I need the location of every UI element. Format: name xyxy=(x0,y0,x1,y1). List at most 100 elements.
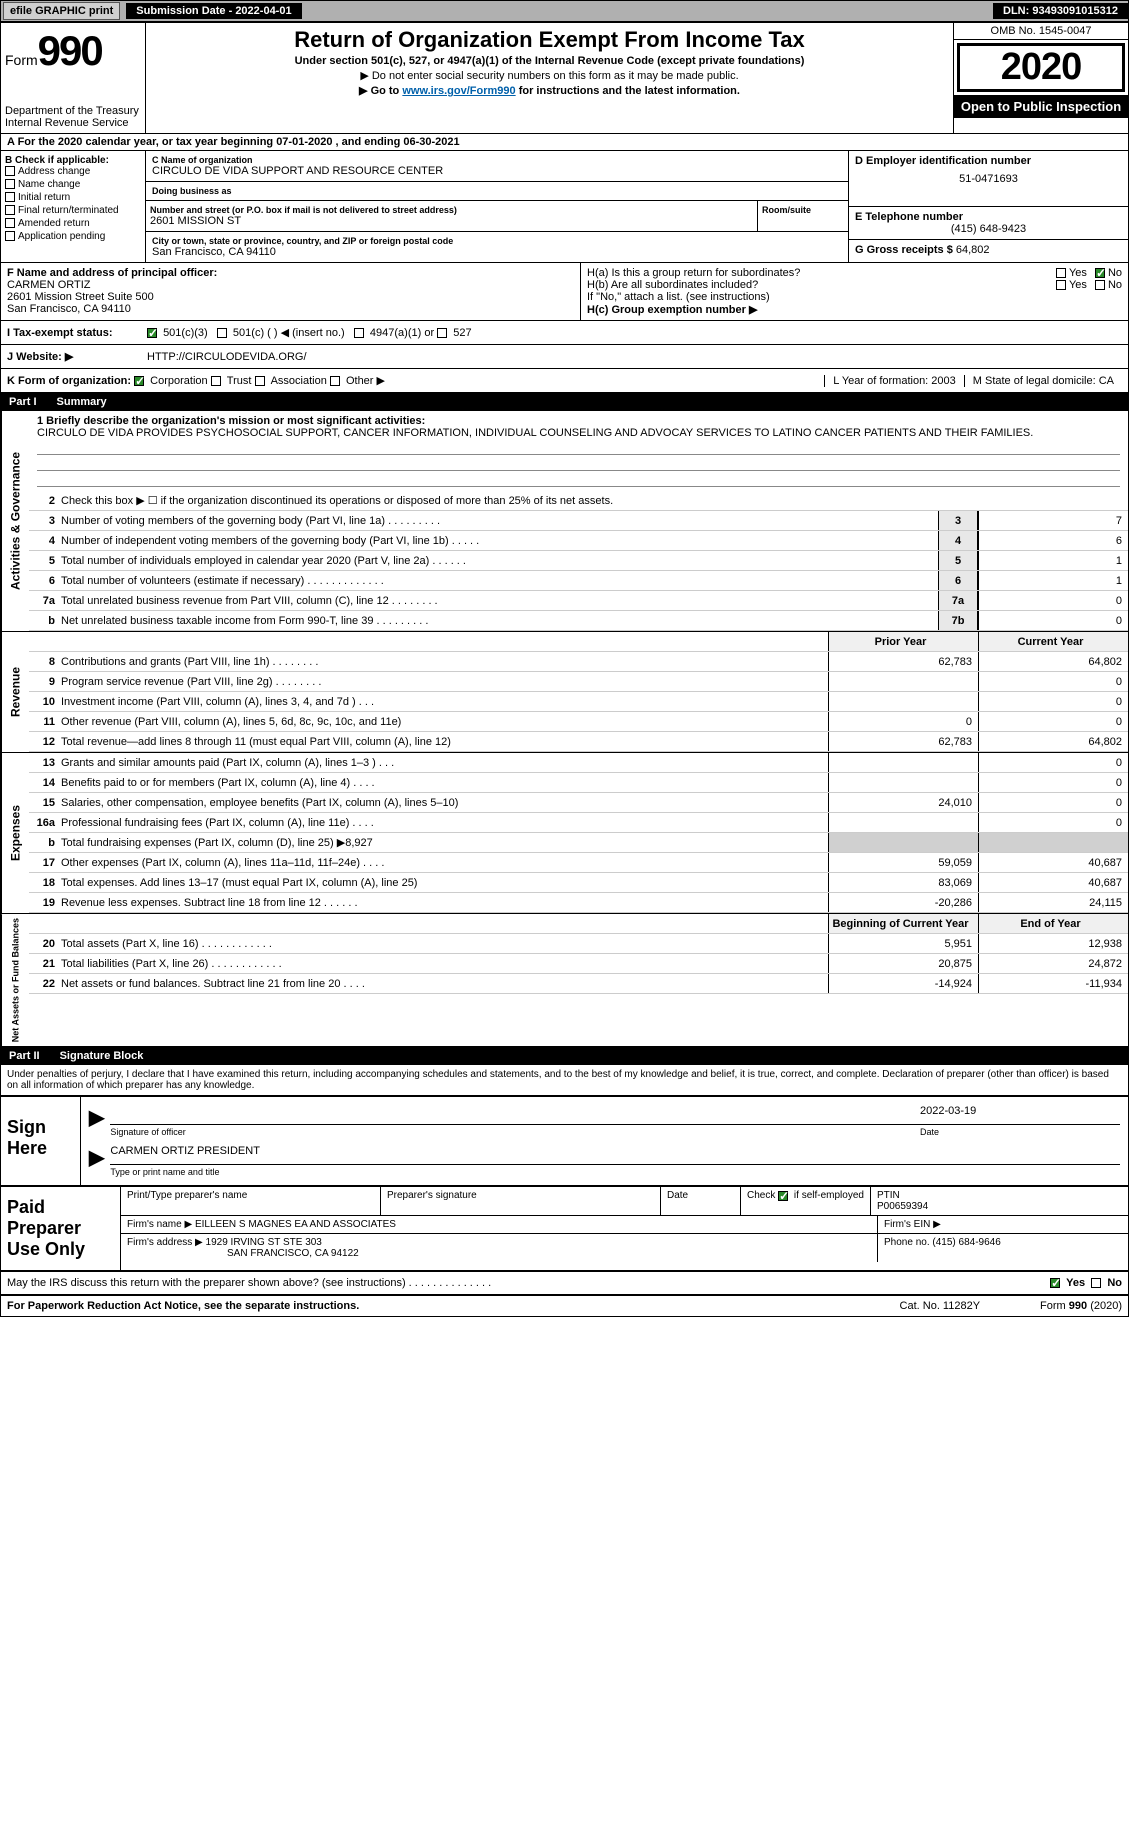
sign-here-label: Sign Here xyxy=(1,1097,81,1185)
line-7a: 7a Total unrelated business revenue from… xyxy=(29,591,1128,611)
room-label: Room/suite xyxy=(762,205,844,215)
current-year-hdr: Current Year xyxy=(978,632,1128,651)
row-j: J Website: ▶ HTTP://CIRCULODEVIDA.ORG/ xyxy=(1,345,1128,369)
netassets-block: Net Assets or Fund Balances Beginning of… xyxy=(1,914,1128,1047)
chk-501c3[interactable] xyxy=(147,328,157,338)
arrow-icon: ▶ xyxy=(89,1105,104,1137)
line-20: 20 Total assets (Part X, line 16) . . . … xyxy=(29,934,1128,954)
header-left: Form990 Department of the Treasury Inter… xyxy=(1,23,146,133)
line-17: 17 Other expenses (Part IX, column (A), … xyxy=(29,853,1128,873)
ha-no-chk[interactable] xyxy=(1095,268,1105,278)
city-cell: City or town, state or province, country… xyxy=(146,232,848,262)
side-governance: Activities & Governance xyxy=(1,411,29,631)
box-h: H(a) Is this a group return for subordin… xyxy=(581,263,1128,320)
year-formation: L Year of formation: 2003 xyxy=(824,375,964,387)
section-f-h: F Name and address of principal officer:… xyxy=(1,263,1128,321)
line-10: 10 Investment income (Part VIII, column … xyxy=(29,692,1128,712)
part2-name: Signature Block xyxy=(60,1050,144,1062)
line-11: 11 Other revenue (Part VIII, column (A),… xyxy=(29,712,1128,732)
line-b: b Net unrelated business taxable income … xyxy=(29,611,1128,631)
street-value: 2601 MISSION ST xyxy=(150,215,753,227)
line-6: 6 Total number of volunteers (estimate i… xyxy=(29,571,1128,591)
hb-no-chk[interactable] xyxy=(1095,280,1105,290)
efile-print-button[interactable]: efile GRAPHIC print xyxy=(3,2,120,20)
part2-num: Part II xyxy=(9,1050,40,1062)
chk-name-change[interactable]: Name change xyxy=(5,179,141,190)
part1-header: Part I Summary xyxy=(1,393,1128,411)
firm-addr-cell: Firm's address ▶ 1929 IRVING ST STE 303 … xyxy=(121,1234,878,1262)
org-name-cell: C Name of organization CIRCULO DE VIDA S… xyxy=(146,151,848,182)
line-2: 2 Check this box ▶ ☐ if the organization… xyxy=(29,491,1128,511)
j-label: J Website: ▶ xyxy=(7,350,147,363)
ein-value: 51-0471693 xyxy=(855,173,1122,185)
discuss-yes-chk[interactable] xyxy=(1050,1278,1060,1288)
k-label: K Form of organization: xyxy=(7,375,131,387)
form-title: Return of Organization Exempt From Incom… xyxy=(154,27,945,53)
side-revenue: Revenue xyxy=(1,632,29,752)
prep-h3: Date xyxy=(661,1187,741,1215)
chk-527[interactable] xyxy=(437,328,447,338)
prep-h2: Preparer's signature xyxy=(381,1187,661,1215)
hb-no: No xyxy=(1108,279,1122,291)
irs-link[interactable]: www.irs.gov/Form990 xyxy=(402,85,515,97)
gross-label: G Gross receipts $ xyxy=(855,244,956,256)
org-name: CIRCULO DE VIDA SUPPORT AND RESOURCE CEN… xyxy=(152,165,842,177)
discuss-no-chk[interactable] xyxy=(1091,1278,1101,1288)
city-value: San Francisco, CA 94110 xyxy=(152,246,842,258)
mission-box: 1 Briefly describe the organization's mi… xyxy=(29,411,1128,491)
chk-address-change[interactable]: Address change xyxy=(5,166,141,177)
chk-other[interactable] xyxy=(330,376,340,386)
header-center: Return of Organization Exempt From Incom… xyxy=(146,23,953,133)
ha-yes-chk[interactable] xyxy=(1056,268,1066,278)
sig-date-label: Date xyxy=(920,1127,1120,1137)
chk-app-pending[interactable]: Application pending xyxy=(5,231,141,242)
chk-amended[interactable]: Amended return xyxy=(5,218,141,229)
expenses-block: Expenses 13 Grants and similar amounts p… xyxy=(1,753,1128,914)
part1-name: Summary xyxy=(57,396,107,408)
officer-sig-name-label: Type or print name and title xyxy=(110,1167,1120,1177)
hb-question: H(b) Are all subordinates included? xyxy=(587,279,1056,291)
rev-header: Prior Year Current Year xyxy=(29,632,1128,652)
open-public-badge: Open to Public Inspection xyxy=(954,95,1128,118)
opt-4947: 4947(a)(1) or xyxy=(370,327,434,339)
chk-final-return[interactable]: Final return/terminated xyxy=(5,205,141,216)
sign-date: 2022-03-19 xyxy=(920,1105,1120,1124)
firm-ein-cell: Firm's EIN ▶ xyxy=(878,1216,1128,1233)
firm-phone-cell: Phone no. (415) 684-9646 xyxy=(878,1234,1128,1262)
chk-initial-return[interactable]: Initial return xyxy=(5,192,141,203)
phone-value: (415) 648-9423 xyxy=(855,223,1122,235)
prep-h4: Check if self-employed xyxy=(741,1187,871,1215)
subtitle-1: Under section 501(c), 527, or 4947(a)(1)… xyxy=(154,55,945,67)
line-3: 3 Number of voting members of the govern… xyxy=(29,511,1128,531)
line-13: 13 Grants and similar amounts paid (Part… xyxy=(29,753,1128,773)
form-header: Form990 Department of the Treasury Inter… xyxy=(1,23,1128,134)
ein-cell: D Employer identification number 51-0471… xyxy=(849,151,1128,207)
period-row: A For the 2020 calendar year, or tax yea… xyxy=(1,134,1128,151)
chk-4947[interactable] xyxy=(354,328,364,338)
sign-here-block: Sign Here ▶ 2022-03-19 Signature of offi… xyxy=(1,1095,1128,1187)
chk-trust[interactable] xyxy=(211,376,221,386)
box-b: B Check if applicable: Address change Na… xyxy=(1,151,146,262)
state-domicile: M State of legal domicile: CA xyxy=(964,375,1122,387)
chk-501c[interactable] xyxy=(217,328,227,338)
gross-cell: G Gross receipts $ 64,802 xyxy=(849,240,1128,260)
chk-self-employed[interactable] xyxy=(778,1191,788,1201)
hb-yes-chk[interactable] xyxy=(1056,280,1066,290)
chk-assoc[interactable] xyxy=(255,376,265,386)
phone-label: E Telephone number xyxy=(855,211,1122,223)
officer-sig-name: CARMEN ORTIZ PRESIDENT xyxy=(110,1145,260,1164)
mission-label: 1 Briefly describe the organization's mi… xyxy=(37,415,1120,427)
ha-question: H(a) Is this a group return for subordin… xyxy=(587,267,1056,279)
prep-h1: Print/Type preparer's name xyxy=(121,1187,381,1215)
row-i: I Tax-exempt status: 501(c)(3) 501(c) ( … xyxy=(1,321,1128,345)
line-22: 22 Net assets or fund balances. Subtract… xyxy=(29,974,1128,994)
opt-trust: Trust xyxy=(227,375,252,387)
discuss-q: May the IRS discuss this return with the… xyxy=(7,1277,491,1289)
line-b: b Total fundraising expenses (Part IX, c… xyxy=(29,833,1128,853)
website-value: HTTP://CIRCULODEVIDA.ORG/ xyxy=(147,351,307,363)
chk-corp[interactable] xyxy=(134,376,144,386)
opt-assoc: Association xyxy=(271,375,327,387)
subtitle-3: ▶ Go to www.irs.gov/Form990 for instruct… xyxy=(154,84,945,97)
opt-501c3: 501(c)(3) xyxy=(163,327,208,339)
opt-corp: Corporation xyxy=(150,375,207,387)
